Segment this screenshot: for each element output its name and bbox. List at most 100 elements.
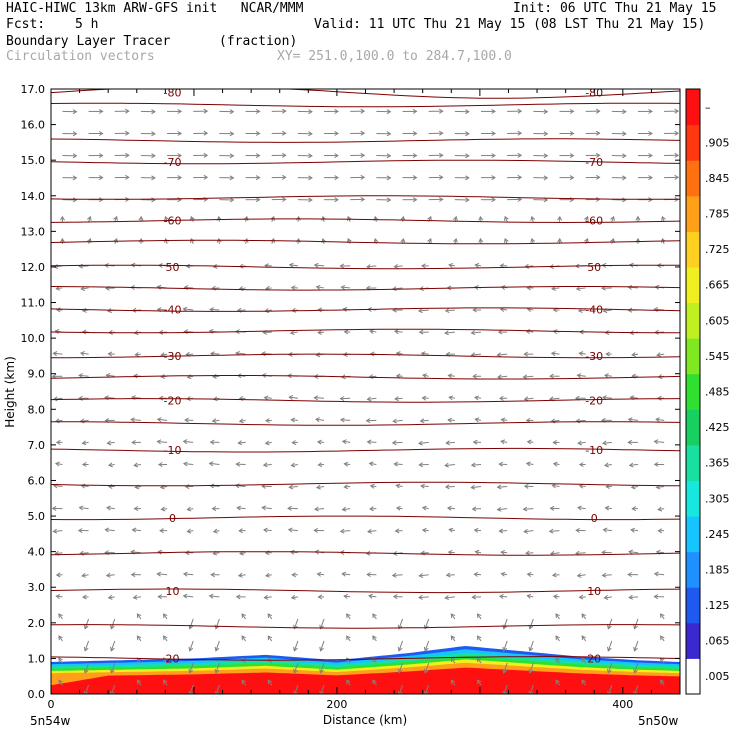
- vector-head: [238, 528, 243, 534]
- vector-shaft: [634, 684, 639, 694]
- vector-shaft: [238, 574, 246, 577]
- circulation-vector: [507, 108, 523, 114]
- circulation-vector: [140, 153, 156, 159]
- vector-head: [474, 285, 479, 290]
- circulation-vector: [267, 635, 273, 642]
- circulation-vector: [555, 657, 560, 664]
- vector-head: [136, 613, 142, 619]
- vector-shaft: [419, 574, 429, 577]
- vector-shaft: [497, 508, 508, 511]
- circulation-vector: [454, 197, 470, 203]
- circulation-vector: [581, 679, 587, 686]
- vector-head: [473, 527, 479, 533]
- vector-shaft: [395, 397, 403, 400]
- vector-head: [575, 527, 580, 533]
- vector-shaft: [183, 595, 194, 598]
- vector-head: [313, 527, 319, 533]
- vector-head: [397, 646, 403, 652]
- vector-head: [188, 646, 194, 652]
- vector-head: [186, 528, 192, 534]
- vector-shaft: [576, 419, 586, 422]
- isotherm-line: [51, 328, 680, 334]
- isotherm-line: [51, 159, 680, 165]
- vector-shaft: [503, 618, 508, 629]
- vector-head: [188, 690, 194, 694]
- circulation-vector: [214, 684, 220, 694]
- circulation-vector: [522, 506, 534, 512]
- vector-head: [105, 572, 111, 578]
- vector-head: [78, 373, 83, 379]
- vector-head: [229, 153, 235, 159]
- vector-head: [59, 237, 65, 243]
- vector-head: [313, 373, 319, 380]
- vector-shaft: [346, 679, 351, 686]
- vector-head: [334, 130, 339, 136]
- vector-head: [423, 624, 429, 630]
- vector-head: [267, 635, 273, 641]
- circulation-vector: [237, 572, 246, 578]
- circulation-vector: [163, 613, 168, 620]
- vector-head: [334, 197, 339, 203]
- vector-shaft: [110, 640, 116, 651]
- vector-head: [86, 215, 92, 221]
- isotherm-label: -20: [585, 394, 603, 407]
- vector-head: [203, 152, 209, 158]
- vector-shaft: [366, 265, 377, 268]
- vector-head: [313, 262, 319, 268]
- vector-head: [317, 594, 323, 600]
- circulation-vector: [393, 264, 403, 269]
- vector-shaft: [133, 596, 141, 599]
- vector-head: [182, 461, 188, 467]
- circulation-vector: [664, 152, 680, 158]
- vector-shaft: [55, 552, 63, 555]
- vector-head: [452, 215, 458, 221]
- vector-head: [151, 153, 156, 159]
- vector-shaft: [660, 613, 665, 620]
- vector-shaft: [523, 508, 534, 510]
- circulation-vector: [497, 329, 508, 335]
- vector-head: [478, 215, 484, 221]
- vector-head: [633, 646, 638, 652]
- vector-head: [163, 613, 168, 619]
- circulation-vector: [474, 417, 482, 423]
- colorbar: .005 .065 .125 .185 .245 .305 .365 .425 .485 .545…: [685, 88, 730, 695]
- vector-head: [421, 505, 427, 511]
- circulation-vector: [555, 635, 560, 642]
- vector-shaft: [450, 613, 456, 620]
- circulation-vector: [297, 131, 313, 137]
- vector-shaft: [446, 441, 455, 444]
- circulation-vector: [657, 528, 665, 534]
- vector-shaft: [656, 486, 665, 488]
- vector-head: [107, 594, 113, 600]
- vector-head: [282, 152, 287, 158]
- vector-shaft: [631, 529, 639, 532]
- vector-head: [473, 571, 479, 577]
- vector-head: [418, 440, 423, 446]
- circulation-vector: [131, 439, 141, 445]
- vector-head: [444, 308, 450, 314]
- vector-head: [98, 153, 104, 159]
- vector-shaft: [56, 287, 63, 290]
- vector-shaft: [346, 657, 351, 664]
- circulation-vector: [549, 505, 560, 511]
- vector-head: [648, 108, 653, 114]
- vector-shaft: [471, 331, 482, 334]
- colorbar-swatch: [686, 622, 700, 659]
- circulation-vector: [549, 373, 560, 379]
- circulation-vector: [552, 461, 560, 467]
- vector-head: [78, 505, 84, 511]
- vector-head: [502, 690, 508, 694]
- circulation-vector: [55, 439, 63, 445]
- vector-head: [465, 197, 470, 203]
- vector-shaft: [418, 596, 429, 599]
- vector-head: [622, 131, 627, 137]
- vector-head: [500, 417, 506, 423]
- isotherm-line: [51, 588, 680, 594]
- vector-head: [557, 237, 563, 243]
- vector-shaft: [137, 657, 142, 664]
- circulation-vector: [444, 484, 455, 490]
- circulation-vector: [59, 237, 65, 244]
- vector-shaft: [526, 330, 534, 333]
- vector-head: [229, 131, 235, 137]
- vector-head: [601, 572, 607, 578]
